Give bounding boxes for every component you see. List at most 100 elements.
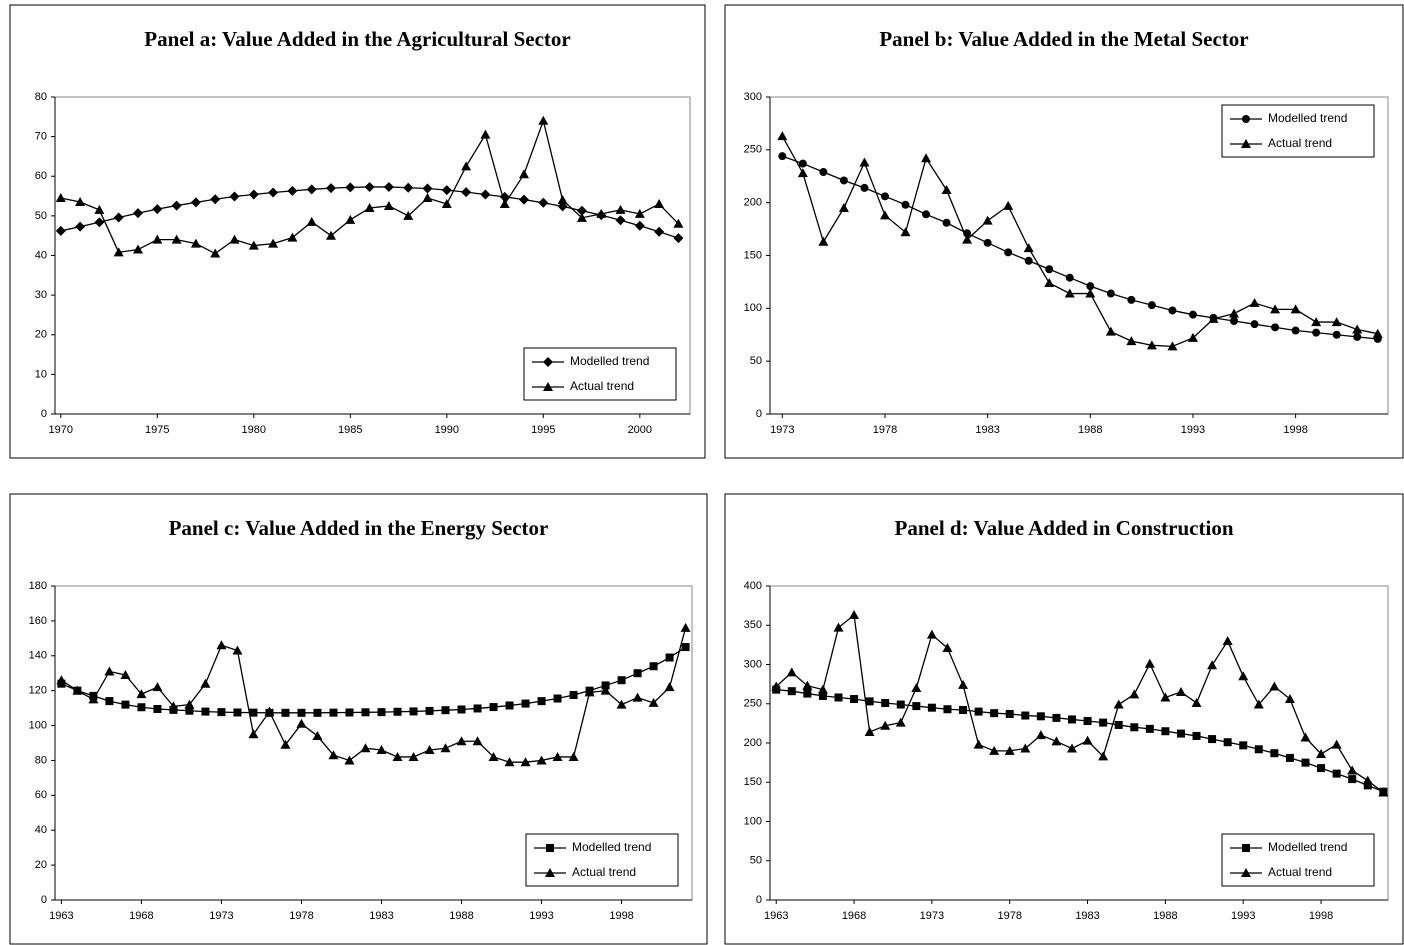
point	[360, 743, 371, 753]
point	[1378, 787, 1389, 797]
point	[974, 707, 983, 716]
point	[839, 176, 848, 185]
point	[1160, 692, 1171, 702]
legend-label: Modelled trend	[1268, 840, 1347, 854]
point	[441, 185, 452, 196]
series-line	[60, 186, 679, 239]
point	[673, 218, 684, 228]
point	[1099, 718, 1108, 727]
point	[864, 727, 875, 737]
point	[1176, 729, 1185, 738]
point	[152, 204, 163, 215]
point	[190, 238, 201, 248]
x-tick-label: 1998	[609, 910, 633, 922]
point	[865, 697, 874, 706]
point	[1045, 265, 1054, 274]
point	[942, 643, 953, 653]
point	[1036, 712, 1045, 721]
point	[521, 699, 530, 708]
point	[860, 183, 869, 192]
point	[552, 751, 563, 761]
point	[152, 682, 163, 692]
point	[617, 676, 626, 685]
point	[777, 131, 788, 141]
point	[171, 200, 182, 211]
point	[280, 739, 291, 749]
x-tick-label: 1993	[1231, 910, 1255, 922]
point	[296, 718, 307, 728]
point	[880, 192, 889, 201]
point	[1300, 732, 1311, 742]
point	[1332, 330, 1341, 339]
point	[94, 217, 105, 228]
y-tick-label: 50	[35, 210, 47, 222]
point	[480, 189, 491, 200]
point	[1229, 308, 1240, 318]
point	[634, 220, 645, 231]
y-tick-label: 100	[29, 719, 47, 731]
point	[489, 703, 498, 712]
x-tick-label: 1983	[369, 910, 393, 922]
point	[1270, 749, 1279, 758]
point	[383, 181, 394, 192]
point	[326, 183, 337, 194]
point	[962, 234, 973, 244]
y-tick-label: 0	[41, 408, 47, 420]
point	[364, 202, 375, 212]
chart-title: Panel c: Value Added in the Energy Secto…	[169, 516, 549, 540]
point	[1004, 248, 1013, 257]
point	[287, 185, 298, 196]
point	[1105, 326, 1116, 336]
point	[1249, 298, 1260, 308]
legend-label: Modelled trend	[572, 840, 651, 854]
point	[473, 704, 482, 713]
x-tick-label: 1980	[242, 424, 266, 436]
point	[326, 230, 337, 240]
point	[1083, 717, 1092, 726]
point	[818, 691, 827, 700]
point	[1312, 328, 1321, 337]
point	[519, 169, 530, 179]
point	[1146, 340, 1157, 350]
point	[264, 706, 275, 716]
point	[536, 755, 547, 765]
point	[819, 168, 828, 177]
point	[654, 198, 665, 208]
point	[383, 200, 394, 210]
legend-marker	[543, 357, 553, 367]
point	[1082, 735, 1093, 745]
point	[942, 218, 951, 227]
point	[538, 197, 549, 208]
point	[1208, 735, 1217, 744]
legend-label: Actual trend	[570, 379, 634, 393]
point	[990, 709, 999, 718]
point	[1192, 731, 1201, 740]
point	[879, 210, 890, 220]
point	[1130, 723, 1139, 732]
point	[137, 703, 146, 712]
point	[1191, 697, 1202, 707]
point	[1311, 317, 1322, 327]
point	[168, 701, 179, 711]
point	[248, 729, 259, 739]
point	[1113, 699, 1124, 709]
point	[600, 685, 611, 695]
point	[680, 622, 691, 632]
point	[361, 708, 370, 717]
point	[210, 194, 221, 205]
y-tick-label: 60	[35, 170, 47, 182]
x-tick-label: 1970	[49, 424, 73, 436]
point	[1188, 310, 1197, 319]
point	[105, 697, 114, 706]
point	[1222, 635, 1233, 645]
point	[248, 189, 259, 200]
point	[973, 739, 984, 749]
panel-frame	[9, 4, 706, 459]
point	[184, 699, 195, 709]
point	[461, 161, 472, 171]
point	[1317, 764, 1326, 773]
point	[345, 182, 356, 193]
point	[537, 697, 546, 706]
y-tick-label: 100	[744, 302, 762, 314]
